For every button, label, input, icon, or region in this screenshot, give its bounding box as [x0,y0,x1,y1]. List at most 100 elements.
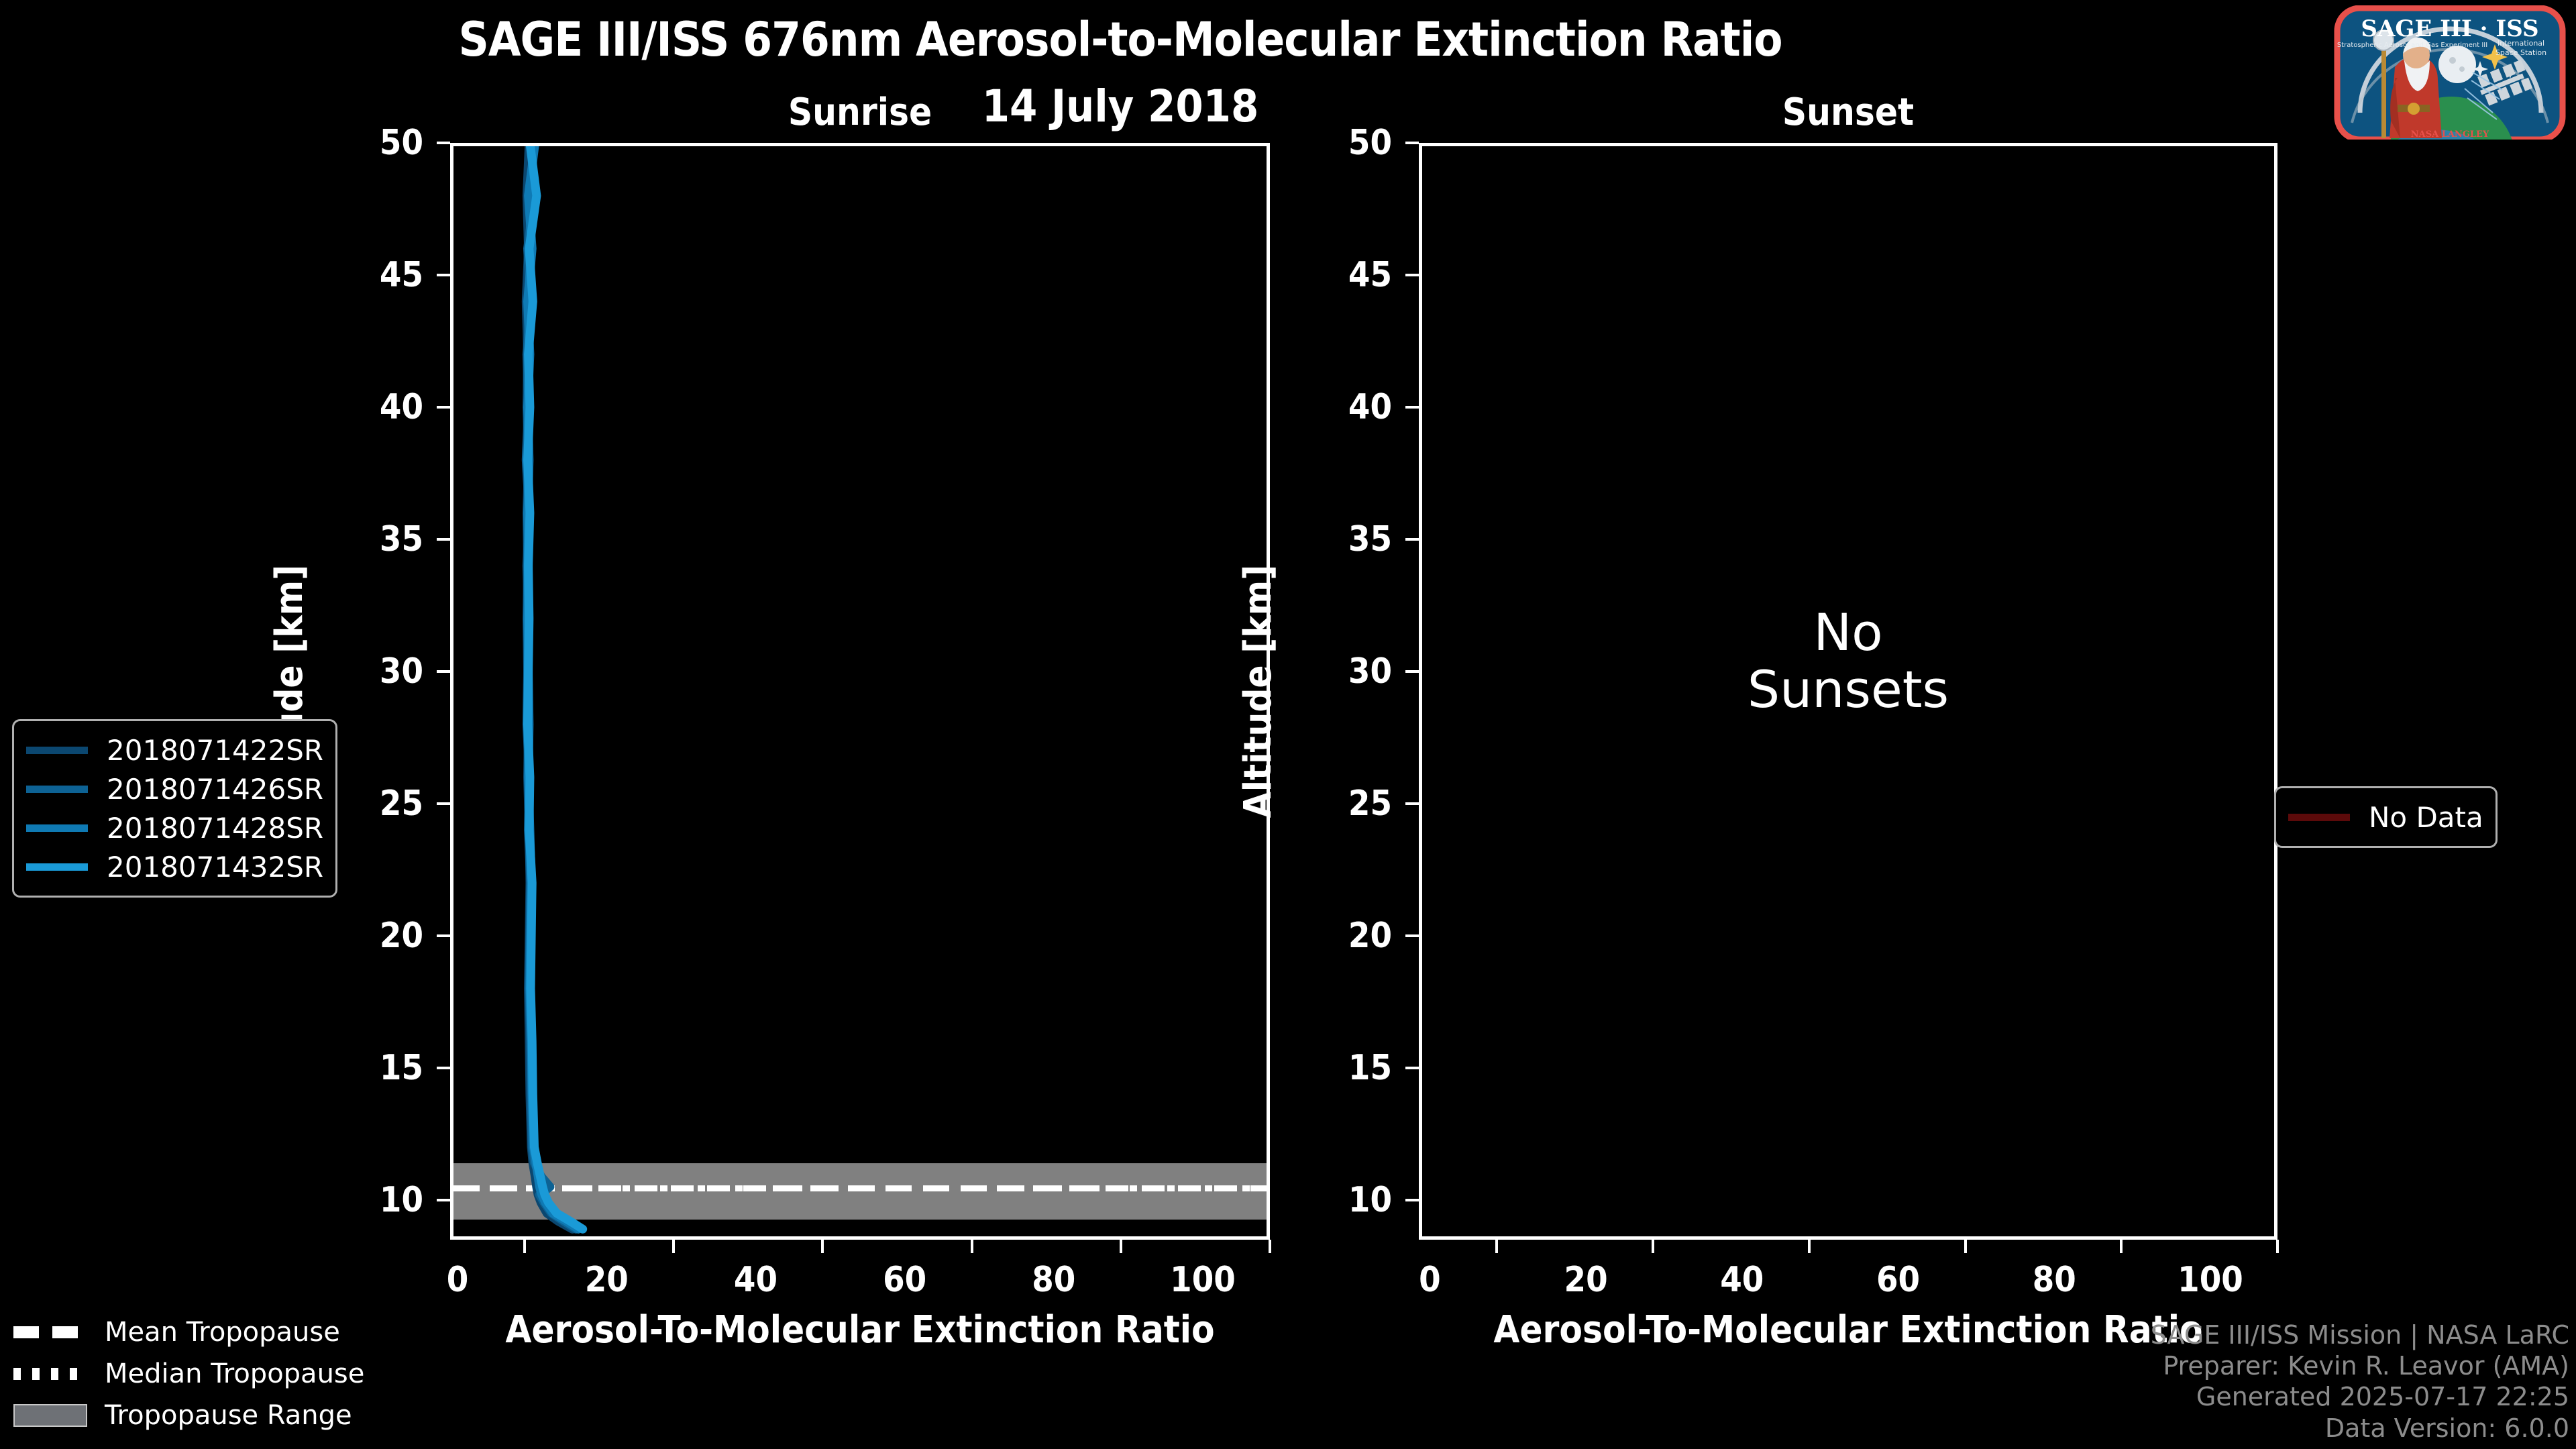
logo-subtitle-left: Stratospheric Aerosol and Gas Experiment… [2337,42,2487,49]
sunset-y-tick [1405,537,1419,541]
sunrise-x-tick-label: 60 [883,1260,927,1300]
median-tropopause-line [453,1185,1267,1192]
sunrise-x-tick [970,1240,973,1253]
logo-subtitle-right-2: Space Station [2496,48,2546,57]
sunset-x-tick [2120,1240,2123,1253]
credit-data-version: Data Version: 6.0.0 [2324,1413,2569,1443]
sunset-x-tick [1807,1240,1811,1253]
sunset-x-tick [1964,1240,1967,1253]
date-subtitle: 14 July 2018 [981,80,1259,132]
svg-text:NASA LANGLEY: NASA LANGLEY [2411,129,2489,140]
no-sunsets-message: No Sunsets [1419,604,2277,718]
sunset-x-tick-label: 100 [2178,1260,2243,1300]
credit-preparer: Preparer: Kevin R. Leavor (AMA) [2163,1350,2569,1381]
sunset-y-tick-label: 45 [1348,254,1392,295]
sunrise-legend-entry-row[interactable]: 2018071428SR [26,808,323,847]
credit-mission: SAGE III/ISS Mission | NASA LaRC [2150,1320,2569,1350]
sunrise-data-curves [521,146,588,1234]
sunrise-x-tick-label: 0 [446,1260,469,1300]
sunset-x-tick-label: 20 [1564,1260,1608,1300]
sunset-y-tick [1405,1066,1419,1069]
logo-subtitle-right-1: International [2498,39,2544,48]
sunrise-x-tick [1269,1240,1271,1253]
sunrise-x-tick [672,1240,676,1253]
sunrise-y-tick-label: 20 [379,915,423,956]
sunrise-y-tick-label: 40 [379,386,423,427]
sunrise-y-tick [437,934,450,937]
sunrise-y-tick [437,405,450,409]
sunrise-y-tick [437,537,450,541]
sunrise-x-tick-label: 100 [1170,1260,1236,1300]
legend-row-tropopause-range: Tropopause Range [13,1395,364,1436]
credits-block: SAGE III/ISS Mission | NASA LaRC Prepare… [2151,1320,2569,1444]
sunset-x-tick-label: 80 [2032,1260,2076,1300]
sunrise-y-tick [437,273,450,276]
sunset-x-tick-label: 40 [1720,1260,1764,1300]
sunset-legend-entry-color-swatch-icon [2288,813,2350,821]
sunrise-legend-entry-label: 2018071428SR [107,811,324,845]
sunrise-y-tick-label: 35 [379,519,423,559]
credit-generated: Generated 2025-07-17 22:25 [2196,1382,2569,1412]
sunset-y-axis-title: Altitude [km] [1236,564,1280,818]
sunrise-plot-area [450,143,1270,1240]
sunset-x-tick [1652,1240,1655,1253]
sunset-x-tick-label: 60 [1876,1260,1921,1300]
sage-iii-iss-logo: NASA LANGLEY SAGE III · ISS Stratospheri… [2333,5,2567,143]
median-tropopause-label: Median Tropopause [105,1358,365,1389]
sunrise-legend[interactable]: 2018071422SR 2018071426SR 2018071428SR 2018… [12,719,338,898]
tropopause-range-label: Tropopause Range [105,1400,352,1431]
sunrise-y-tick [437,1198,450,1201]
no-sunsets-line2: Sunsets [1747,659,1949,720]
sunset-y-tick [1405,273,1419,276]
sunrise-x-tick-label: 20 [584,1260,629,1300]
sunrise-panel-title: Sunrise [788,91,932,134]
sunset-y-tick [1405,405,1419,409]
sunset-y-tick-label: 25 [1348,783,1392,824]
sunset-y-tick-label: 15 [1348,1047,1392,1088]
sunrise-y-axis-title: Altitude [km] [267,564,311,818]
sunrise-legend-entry-row[interactable]: 2018071422SR [26,731,323,769]
sunset-y-tick [1405,669,1419,673]
sunrise-legend-entry-row[interactable]: 2018071426SR [26,769,323,808]
sunset-legend-entry-row[interactable]: No Data [2288,798,2483,837]
sunrise-legend-entry-color-swatch-icon [26,746,88,754]
sunrise-legend-entry-color-swatch-icon [26,863,88,871]
sunrise-plot-canvas [453,146,1267,1236]
tropopause-legend: Mean Tropopause Median Tropopause Tropop… [13,1311,364,1436]
sunset-y-tick [1405,934,1419,937]
sunrise-x-tick-label: 80 [1032,1260,1076,1300]
logo-title: SAGE III · ISS [2361,15,2538,42]
sunset-plot-area [1419,143,2277,1240]
sunrise-legend-entry-row[interactable]: 2018071432SR [26,847,323,886]
sunset-x-tick [1495,1240,1499,1253]
page-title: SAGE III/ISS 676nm Aerosol-to-Molecular … [458,12,1782,67]
sunrise-legend-entry-color-swatch-icon [26,785,88,793]
sunset-y-tick-label: 30 [1348,651,1392,692]
sunrise-legend-entry-color-swatch-icon [26,824,88,832]
sunset-y-tick-label: 10 [1348,1179,1392,1220]
sunrise-legend-entry-label: 2018071422SR [107,733,324,767]
legend-row-mean-tropopause: Mean Tropopause [13,1311,364,1353]
sunrise-y-tick [437,669,450,673]
sunrise-x-axis-title: Aerosol-To-Molecular Extinction Ratio [505,1308,1215,1352]
profile-curve [523,146,588,1234]
sunset-x-tick-label: 0 [1419,1260,1441,1300]
sunrise-y-tick-label: 50 [379,123,423,163]
sunset-y-tick [1405,802,1419,805]
sunrise-y-tick-label: 30 [379,651,423,692]
sunset-legend[interactable]: No Data [2274,786,2498,848]
sunset-legend-entry-label: No Data [2369,800,2483,834]
sunrise-legend-entry-label: 2018071426SR [107,772,324,806]
sunset-panel-title: Sunset [1782,91,1915,134]
sunrise-y-tick [437,1066,450,1069]
sunset-x-tick [2276,1240,2279,1253]
legend-row-median-tropopause: Median Tropopause [13,1353,364,1395]
sunset-x-axis-title: Aerosol-To-Molecular Extinction Ratio [1493,1308,2203,1352]
median-tropopause-key-icon [13,1368,87,1380]
sunset-y-tick-label: 20 [1348,915,1392,956]
mean-tropopause-key-icon [13,1326,87,1338]
sunrise-x-tick [1119,1240,1122,1253]
sunrise-y-tick-label: 45 [379,254,423,295]
no-sunsets-line1: No [1813,602,1883,662]
sunrise-x-tick [821,1240,824,1253]
